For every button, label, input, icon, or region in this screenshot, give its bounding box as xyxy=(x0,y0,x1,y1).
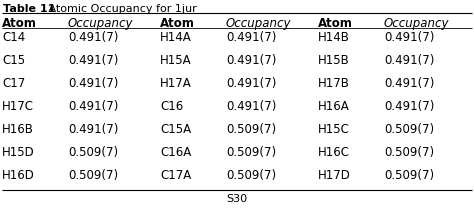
Text: C17A: C17A xyxy=(160,169,191,182)
Text: 0.509(7): 0.509(7) xyxy=(384,169,434,182)
Text: 0.509(7): 0.509(7) xyxy=(68,146,118,159)
Text: H17A: H17A xyxy=(160,77,192,90)
Text: H16A: H16A xyxy=(318,100,350,113)
Text: 0.491(7): 0.491(7) xyxy=(226,77,276,90)
Text: H16B: H16B xyxy=(2,123,34,136)
Text: 0.491(7): 0.491(7) xyxy=(226,31,276,44)
Text: Occupancy: Occupancy xyxy=(226,17,292,30)
Text: 0.509(7): 0.509(7) xyxy=(226,123,276,136)
Text: Atom: Atom xyxy=(2,17,37,30)
Text: 0.491(7): 0.491(7) xyxy=(226,100,276,113)
Text: H14B: H14B xyxy=(318,31,350,44)
Text: H15B: H15B xyxy=(318,54,350,67)
Text: C16: C16 xyxy=(160,100,183,113)
Text: H17D: H17D xyxy=(318,169,351,182)
Text: C15: C15 xyxy=(2,54,25,67)
Text: H17B: H17B xyxy=(318,77,350,90)
Text: C17: C17 xyxy=(2,77,25,90)
Text: Atomic Occupancy for 1jur: Atomic Occupancy for 1jur xyxy=(45,4,197,14)
Text: 0.509(7): 0.509(7) xyxy=(226,146,276,159)
Text: 0.509(7): 0.509(7) xyxy=(226,169,276,182)
Text: 0.491(7): 0.491(7) xyxy=(68,31,118,44)
Text: 0.491(7): 0.491(7) xyxy=(384,77,434,90)
Text: 0.491(7): 0.491(7) xyxy=(384,54,434,67)
Text: 0.491(7): 0.491(7) xyxy=(226,54,276,67)
Text: H15D: H15D xyxy=(2,146,35,159)
Text: H17C: H17C xyxy=(2,100,34,113)
Text: 0.491(7): 0.491(7) xyxy=(384,31,434,44)
Text: C15A: C15A xyxy=(160,123,191,136)
Text: Occupancy: Occupancy xyxy=(68,17,134,30)
Text: H16D: H16D xyxy=(2,169,35,182)
Text: H15A: H15A xyxy=(160,54,191,67)
Text: H16C: H16C xyxy=(318,146,350,159)
Text: H14A: H14A xyxy=(160,31,192,44)
Text: 0.491(7): 0.491(7) xyxy=(68,123,118,136)
Text: 0.491(7): 0.491(7) xyxy=(384,100,434,113)
Text: 0.491(7): 0.491(7) xyxy=(68,100,118,113)
Text: 0.509(7): 0.509(7) xyxy=(384,146,434,159)
Text: H15C: H15C xyxy=(318,123,350,136)
Text: Atom: Atom xyxy=(318,17,353,30)
Text: 0.491(7): 0.491(7) xyxy=(68,54,118,67)
Text: Atom: Atom xyxy=(160,17,195,30)
Text: C16A: C16A xyxy=(160,146,191,159)
Text: C14: C14 xyxy=(2,31,25,44)
Text: 0.509(7): 0.509(7) xyxy=(68,169,118,182)
Text: 0.491(7): 0.491(7) xyxy=(68,77,118,90)
Text: S30: S30 xyxy=(227,194,247,204)
Text: Occupancy: Occupancy xyxy=(384,17,449,30)
Text: 0.509(7): 0.509(7) xyxy=(384,123,434,136)
Text: Table 11: Table 11 xyxy=(3,4,55,14)
